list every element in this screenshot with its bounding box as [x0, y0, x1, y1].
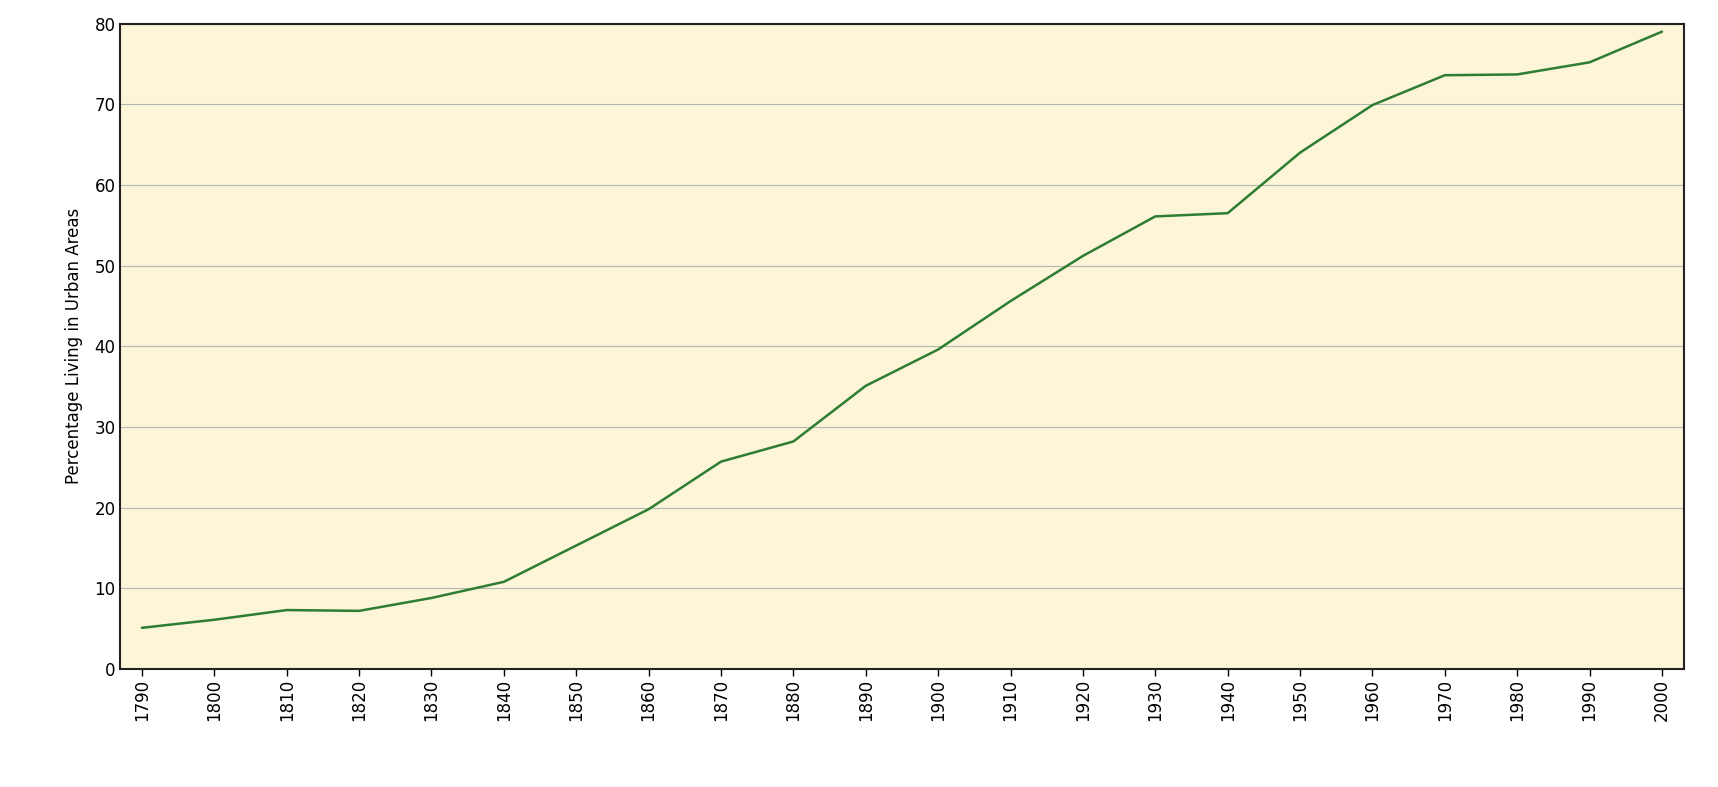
- Y-axis label: Percentage Living in Urban Areas: Percentage Living in Urban Areas: [65, 208, 82, 485]
